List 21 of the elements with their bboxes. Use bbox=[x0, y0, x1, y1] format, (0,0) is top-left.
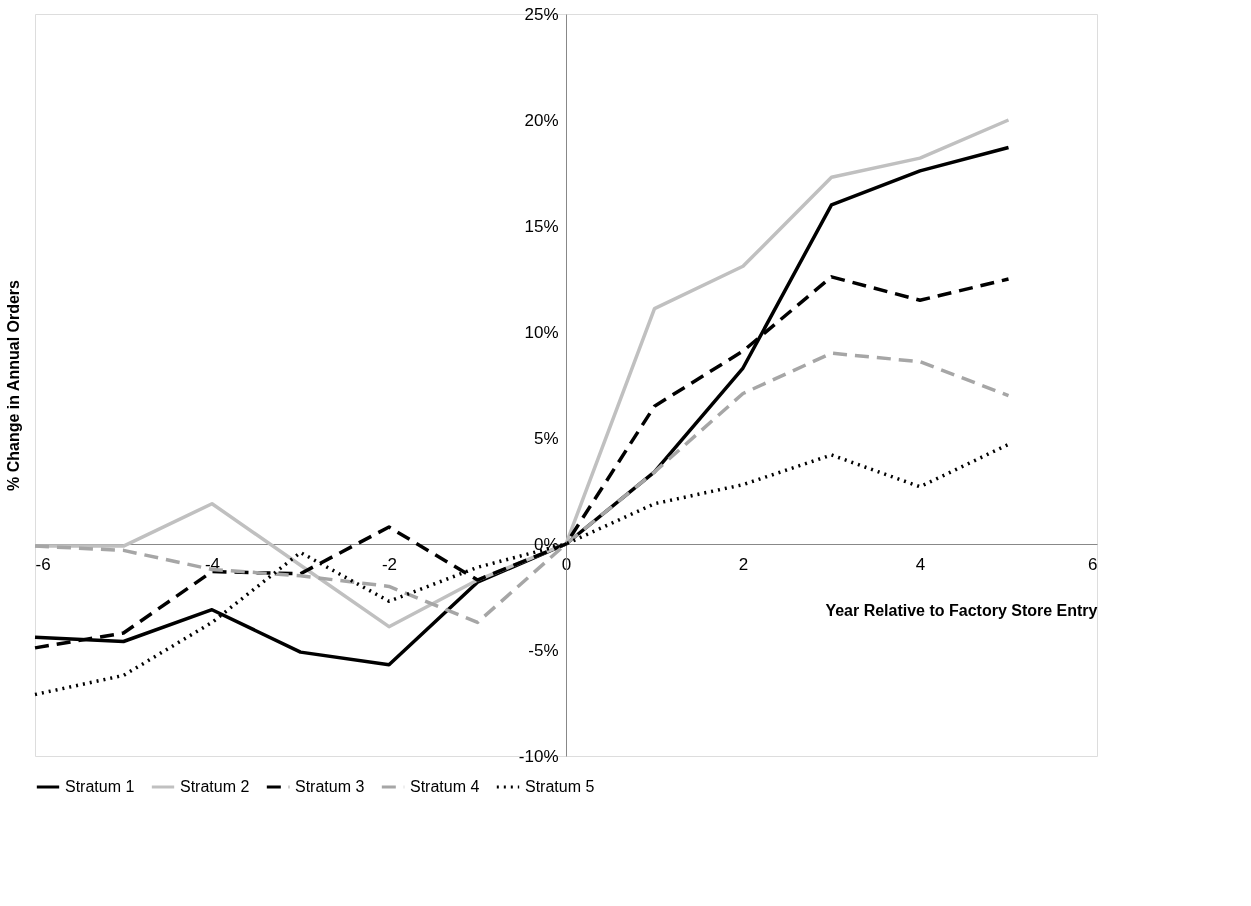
line-series bbox=[33, 351, 1011, 625]
x-tick-label: 2 bbox=[738, 554, 749, 574]
x-tick-label: 6 bbox=[1088, 554, 1098, 574]
y-tick-label: 10% bbox=[524, 322, 559, 342]
y-tick-label: -5% bbox=[528, 640, 559, 660]
x-tick-label: -6 bbox=[35, 554, 51, 574]
y-axis-title: % Change in Annual Orders bbox=[4, 279, 22, 491]
y-tick-label: 5% bbox=[533, 428, 559, 448]
legend-label: Stratum 1 bbox=[65, 778, 135, 795]
legend-label: Stratum 5 bbox=[525, 778, 595, 795]
y-tick-label: 15% bbox=[524, 216, 559, 236]
legend-label: Stratum 4 bbox=[410, 778, 480, 795]
legend-label: Stratum 2 bbox=[180, 778, 250, 795]
x-axis-title: Year Relative to Factory Store Entry bbox=[825, 601, 1098, 619]
x-tick-label: -4 bbox=[204, 554, 221, 574]
y-tick-label: 20% bbox=[524, 110, 559, 130]
legend-label: Stratum 3 bbox=[295, 778, 365, 795]
y-tick-label: -10% bbox=[518, 746, 559, 766]
x-tick-label: -2 bbox=[381, 554, 398, 574]
y-tick-label: 25% bbox=[524, 4, 559, 24]
x-tick-label: 4 bbox=[915, 554, 926, 574]
